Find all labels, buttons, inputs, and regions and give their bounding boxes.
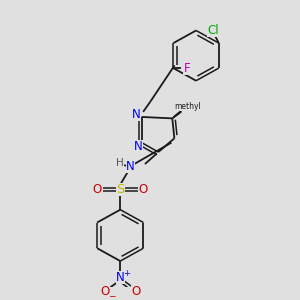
- Text: −: −: [108, 291, 115, 300]
- Text: S: S: [116, 183, 124, 196]
- Text: N: N: [116, 271, 125, 284]
- Text: O: O: [92, 183, 102, 196]
- Text: Cl: Cl: [208, 24, 219, 37]
- Text: O: O: [100, 285, 110, 298]
- Text: N: N: [126, 160, 135, 173]
- Text: F: F: [184, 62, 190, 75]
- Text: +: +: [123, 269, 130, 278]
- Text: H: H: [116, 158, 123, 169]
- Text: N: N: [132, 108, 141, 121]
- Text: O: O: [139, 183, 148, 196]
- Text: methyl: methyl: [174, 102, 200, 111]
- Text: O: O: [131, 285, 140, 298]
- Text: N: N: [134, 140, 142, 153]
